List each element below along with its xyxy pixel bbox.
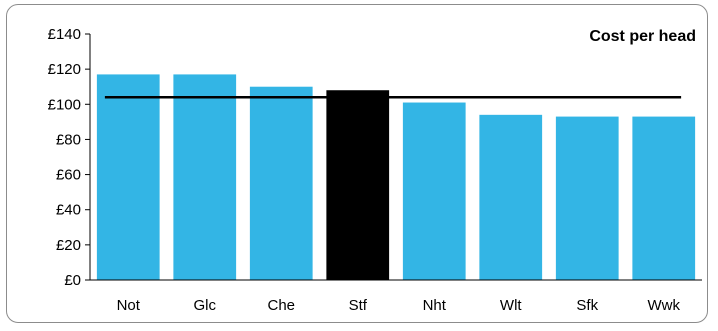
bar-glc (173, 74, 237, 281)
bar-nht (402, 102, 466, 281)
bar-wwk (632, 116, 696, 280)
x-tick-label: Not (117, 297, 141, 314)
x-tick-label: Wlt (500, 297, 522, 314)
x-tick-label: Nht (423, 297, 447, 314)
bars (96, 74, 696, 281)
bar-sfk (555, 116, 619, 280)
y-tick-label: £80 (56, 131, 81, 148)
bar-che (249, 86, 313, 280)
y-tick-label: £20 (56, 237, 81, 254)
y-axis: £0 £20 £40 £60 £80 £100 £120 £140 (48, 26, 91, 289)
x-axis: Not Glc Che Stf Nht Wlt Sfk Wwk (90, 279, 702, 314)
x-tick-label: Wwk (648, 297, 681, 314)
chart-title: Cost per head (589, 28, 696, 45)
y-tick-label: £140 (48, 26, 81, 43)
x-tick-label: Che (267, 297, 295, 314)
bar-stf (326, 90, 390, 280)
y-tick-label: £40 (56, 202, 81, 219)
x-tick-label: Glc (194, 297, 217, 314)
x-tick-label: Stf (349, 297, 368, 314)
y-tick-label: £100 (48, 96, 81, 113)
x-tick-label: Sfk (576, 297, 598, 314)
bar-not (96, 74, 160, 281)
bar-wlt (479, 114, 543, 280)
y-tick-label: £0 (64, 272, 81, 289)
y-tick-label: £120 (48, 61, 81, 78)
y-tick-label: £60 (56, 167, 81, 184)
